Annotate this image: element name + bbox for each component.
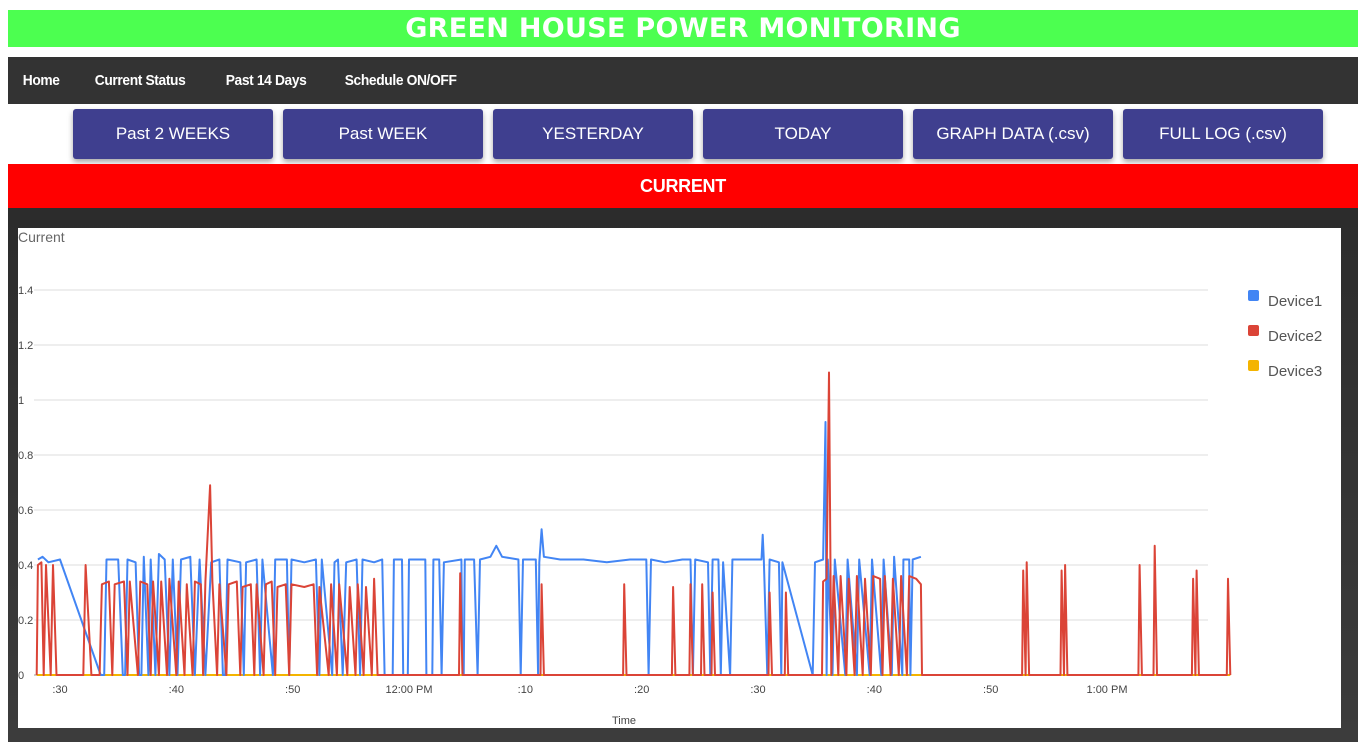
y-tick-label: 1.4 bbox=[18, 285, 33, 297]
legend-swatch-device1 bbox=[1248, 290, 1259, 301]
y-tick-label: 0.4 bbox=[18, 560, 33, 572]
chart-title: Current bbox=[18, 229, 65, 245]
range-button-row: Past 2 WEEKS Past WEEK YESTERDAY TODAY G… bbox=[73, 109, 1323, 159]
x-tick-label: :30 bbox=[52, 684, 67, 696]
x-tick-label: :30 bbox=[750, 684, 765, 696]
main-nav: Home Current Status Past 14 Days Schedul… bbox=[8, 57, 1358, 104]
past-2-weeks-button[interactable]: Past 2 WEEKS bbox=[73, 109, 273, 159]
nav-past-14-days[interactable]: Past 14 Days bbox=[225, 72, 307, 89]
legend-label-device1: Device1 bbox=[1268, 293, 1322, 310]
past-week-button[interactable]: Past WEEK bbox=[283, 109, 483, 159]
legend-label-device3: Device3 bbox=[1268, 363, 1322, 380]
y-tick-label: 0 bbox=[18, 670, 24, 682]
nav-home[interactable]: Home bbox=[22, 72, 60, 89]
page-title: GREEN HOUSE POWER MONITORING bbox=[8, 10, 1358, 47]
series-line-device1 bbox=[37, 421, 922, 676]
x-tick-label: :20 bbox=[634, 684, 649, 696]
x-tick-label: :40 bbox=[867, 684, 882, 696]
chart-svg: Current 0 0.2 0.4 0.6 0.8 1 1.2 1.4 :30 :40 :50 12:0… bbox=[18, 229, 1322, 727]
legend-label-device2: Device2 bbox=[1268, 328, 1322, 345]
nav-schedule-on-off[interactable]: Schedule ON/OFF bbox=[345, 72, 457, 89]
y-tick-label: 1.2 bbox=[18, 340, 33, 352]
x-tick-label: 12:00 PM bbox=[385, 684, 432, 696]
current-chart: Current 0 0.2 0.4 0.6 0.8 1 1.2 1.4 :30 :40 :50 12:0… bbox=[18, 228, 1341, 728]
graph-data-csv-button[interactable]: GRAPH DATA (.csv) bbox=[913, 109, 1113, 159]
section-title-current: CURRENT bbox=[8, 164, 1358, 208]
y-tick-label: 0.2 bbox=[18, 615, 33, 627]
legend-swatch-device3 bbox=[1248, 360, 1259, 371]
yesterday-button[interactable]: YESTERDAY bbox=[493, 109, 693, 159]
y-tick-label: 0.8 bbox=[18, 450, 33, 462]
today-button[interactable]: TODAY bbox=[703, 109, 903, 159]
x-tick-label: :10 bbox=[518, 684, 533, 696]
x-tick-label: :50 bbox=[983, 684, 998, 696]
nav-current-status[interactable]: Current Status bbox=[94, 72, 186, 89]
x-tick-label: :40 bbox=[169, 684, 184, 696]
x-tick-label: 1:00 PM bbox=[1087, 684, 1128, 696]
y-tick-label: 1 bbox=[18, 395, 24, 407]
series-line-device2 bbox=[35, 371, 1232, 676]
y-tick-label: 0.6 bbox=[18, 505, 33, 517]
legend-swatch-device2 bbox=[1248, 325, 1259, 336]
full-log-csv-button[interactable]: FULL LOG (.csv) bbox=[1123, 109, 1323, 159]
x-tick-label: :50 bbox=[285, 684, 300, 696]
x-axis-label: Time bbox=[612, 715, 636, 727]
